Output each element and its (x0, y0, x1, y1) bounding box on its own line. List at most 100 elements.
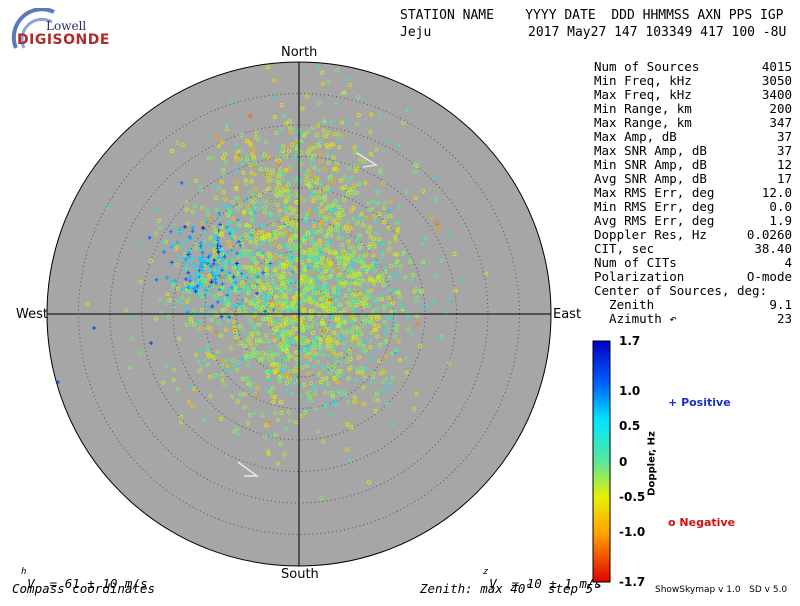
source-point-negative (273, 268, 278, 273)
source-point-negative (321, 292, 326, 297)
source-point-negative (303, 354, 308, 359)
source-point-negative (227, 278, 232, 283)
source-point-negative (235, 367, 240, 372)
source-point-positive (224, 358, 229, 363)
stat-value: 3050 (761, 73, 792, 88)
source-point-positive (340, 295, 345, 300)
source-point-negative (380, 274, 385, 279)
source-point-negative (264, 267, 269, 272)
source-point-negative (369, 152, 374, 157)
source-point-negative (238, 324, 243, 329)
source-point-negative (375, 316, 380, 321)
source-point-negative (194, 179, 199, 184)
source-point-positive (202, 239, 207, 244)
source-point-positive (227, 258, 232, 263)
source-point-negative (307, 314, 312, 319)
source-point-positive (149, 341, 153, 345)
source-point-positive (186, 251, 191, 256)
source-point-positive (291, 154, 296, 159)
source-point-positive (212, 235, 217, 240)
source-point-negative (270, 273, 275, 278)
source-point-positive (92, 326, 96, 330)
source-point-negative (223, 327, 228, 332)
source-point-negative (321, 263, 326, 268)
source-point-positive (433, 197, 438, 202)
source-point-positive (347, 458, 352, 463)
source-point-negative (339, 254, 344, 259)
source-point-negative (276, 362, 281, 367)
source-point-negative (404, 370, 409, 375)
source-point-positive (261, 251, 266, 256)
source-point-positive (259, 242, 264, 247)
source-point-positive (326, 353, 331, 358)
source-point-positive (308, 293, 313, 298)
source-point-negative (318, 139, 323, 144)
source-point-negative (351, 183, 356, 188)
source-point-negative (304, 173, 309, 178)
source-point-negative (279, 271, 284, 276)
source-point-negative (171, 378, 176, 383)
source-point-negative (177, 336, 182, 341)
source-point-negative (180, 143, 185, 148)
source-point-positive (228, 202, 233, 207)
source-point-negative (325, 261, 330, 266)
source-point-negative (270, 171, 275, 176)
source-point-negative (234, 338, 239, 343)
stat-label: Avg RMS Err, deg (594, 213, 715, 228)
source-point-negative (283, 427, 288, 432)
source-point-negative (266, 449, 271, 454)
source-point-positive (281, 114, 286, 119)
source-point-negative (292, 209, 297, 214)
source-point-positive (154, 277, 159, 282)
stat-label: Azimuth ↶ (594, 311, 677, 326)
source-point-positive (286, 282, 291, 287)
source-point-negative (192, 203, 197, 208)
source-point-negative (360, 223, 365, 228)
source-point-positive (284, 357, 289, 362)
source-point-negative (284, 338, 289, 343)
source-point-negative (331, 330, 336, 335)
source-point-positive (269, 345, 274, 350)
source-point-positive (316, 267, 321, 272)
source-point-negative (337, 278, 342, 283)
source-point-positive (238, 302, 243, 307)
source-point-positive (224, 252, 229, 257)
source-point-negative (268, 238, 273, 243)
source-point-positive (252, 329, 257, 334)
source-point-negative (154, 316, 159, 321)
source-point-negative (389, 309, 394, 314)
source-point-negative (299, 293, 304, 298)
source-point-negative (390, 301, 395, 306)
source-point-positive (160, 241, 165, 246)
source-point-negative (326, 130, 331, 135)
source-point-negative (353, 150, 358, 155)
source-point-negative (358, 157, 363, 162)
source-point-negative (214, 134, 219, 139)
source-point-positive (356, 237, 361, 242)
source-point-positive (198, 244, 203, 249)
source-point-positive (292, 381, 297, 386)
source-point-positive (198, 319, 203, 324)
source-point-negative (235, 206, 240, 211)
source-point-positive (187, 285, 192, 290)
source-point-negative (308, 145, 313, 150)
source-point-positive (334, 277, 339, 282)
source-point-positive (342, 347, 347, 352)
source-point-positive (374, 231, 379, 236)
source-point-positive (387, 139, 392, 144)
source-point-positive (380, 388, 385, 393)
source-point-negative (172, 368, 177, 373)
header-values: 2017 May27 147 103349 417 100 -8U (528, 25, 787, 40)
source-point-negative (305, 298, 310, 303)
source-point-positive (212, 270, 217, 275)
source-point-negative (395, 323, 400, 328)
source-point-negative (436, 225, 441, 230)
source-point-negative (262, 210, 267, 215)
stat-row: Polarization O-mode (594, 270, 792, 284)
source-point-positive (398, 302, 403, 307)
source-point-negative (188, 319, 193, 324)
source-point-positive (241, 275, 246, 280)
source-point-positive (425, 304, 430, 309)
source-point-negative (244, 298, 249, 303)
source-point-positive (396, 287, 401, 292)
